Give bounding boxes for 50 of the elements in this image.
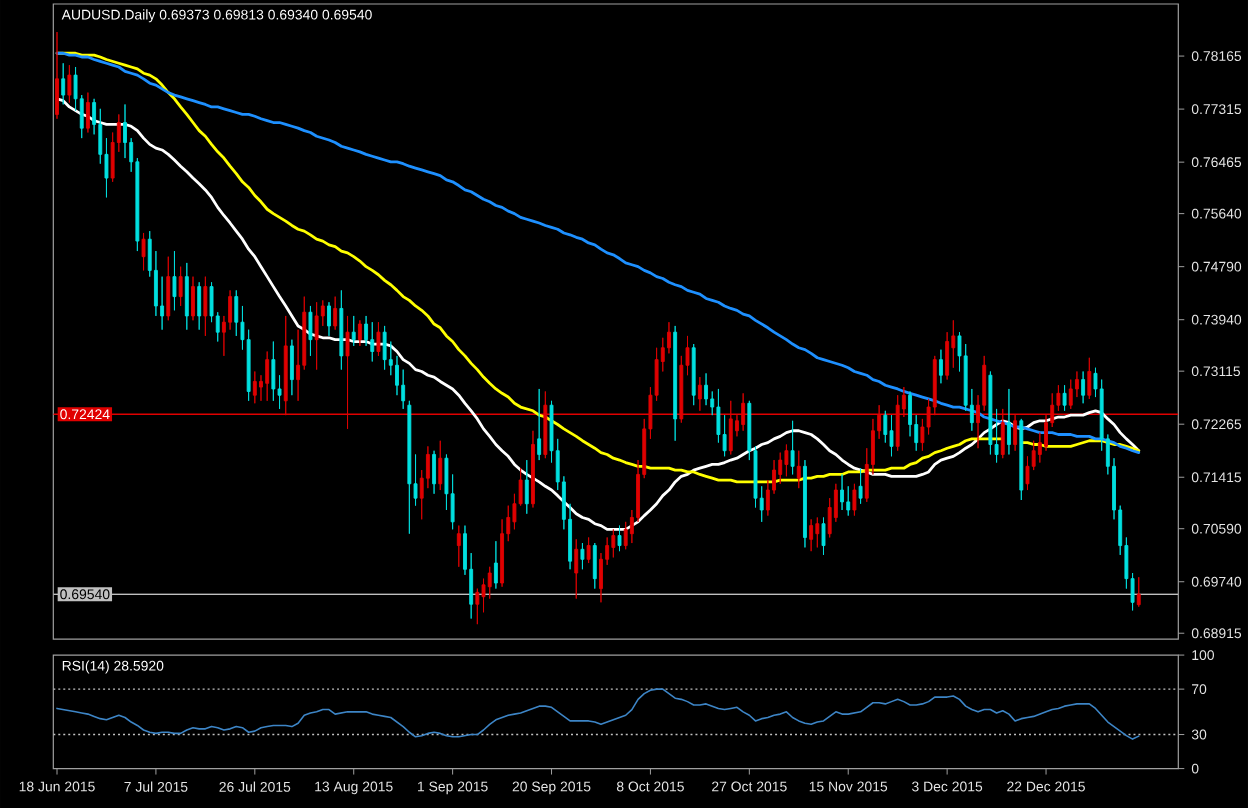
candlestick [67,64,72,103]
candlestick [1007,388,1011,455]
candlestick [370,321,375,362]
candlestick [574,538,579,599]
candlestick [790,420,795,475]
candlestick [1136,576,1141,607]
candlestick [852,483,857,516]
candlestick [85,91,90,133]
candlestick [1081,370,1086,404]
candlestick [432,450,437,495]
candlestick [456,524,461,568]
candlestick [809,518,814,552]
candlestick [252,370,257,404]
candlestick [611,528,616,558]
candlestick [784,443,789,477]
candlestick [889,414,894,457]
candlestick [203,276,208,337]
candlestick [840,473,844,511]
candlestick [617,524,622,552]
candlestick [586,536,591,564]
candlestick [191,276,195,321]
candlestick [376,321,381,357]
candlestick [382,325,387,370]
candlestick [939,349,943,384]
candlestick [580,542,585,570]
candlestick [55,31,59,120]
candlestick [796,450,801,489]
candlestick [537,388,542,461]
candlestick [1068,378,1073,410]
candlestick [271,340,276,402]
candlestick [357,319,362,347]
candlestick [1062,384,1067,412]
candlestick [531,430,535,508]
candlestick [351,315,356,347]
candlestick [61,62,66,105]
candlestick [265,350,270,402]
candlestick [821,516,826,556]
candlestick [524,459,529,514]
candlestick [333,295,338,330]
candlestick [493,540,498,589]
candlestick [141,232,146,271]
candlestick [815,516,820,548]
candlestick [475,587,480,625]
candlestick [327,301,331,337]
candlestick [289,339,294,396]
candlestick [314,301,319,370]
candlestick [308,305,313,357]
candlestick [858,467,863,505]
candlestick [172,250,177,311]
candlestick [988,370,993,455]
